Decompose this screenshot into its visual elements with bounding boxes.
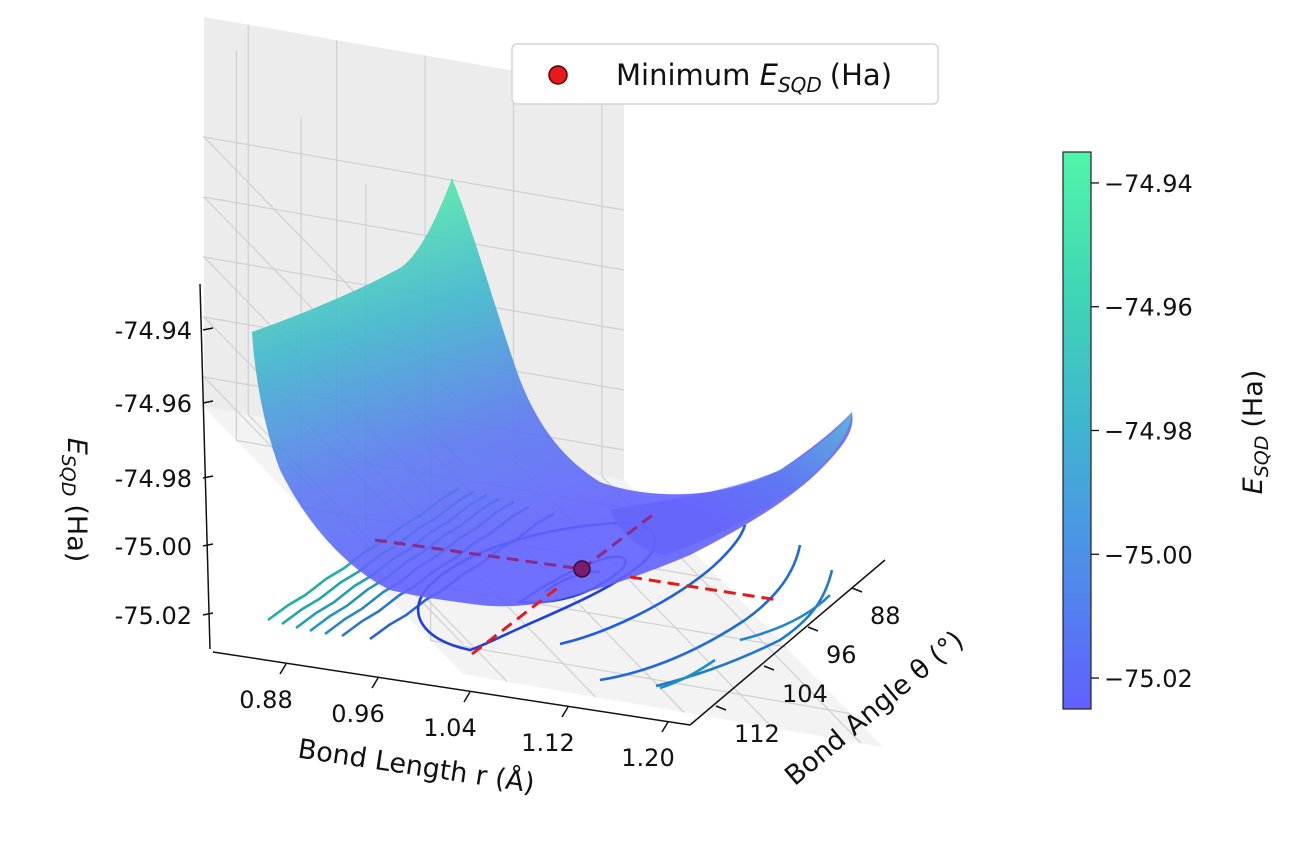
x-tick [279, 663, 287, 675]
legend-label-symbol: E [760, 58, 779, 92]
colorbar: −74.94 −74.96 −74.98 −75.00 −75.02 ESQD (Ha) [1062, 151, 1273, 710]
z-tick [202, 475, 214, 479]
colorbar-tick-label: −75.00 [1104, 541, 1193, 569]
x-tick-label: 1.20 [621, 744, 674, 772]
projection-line-theta [629, 575, 779, 602]
z-axis-line [199, 283, 211, 650]
y-tick [851, 587, 863, 593]
y-tick-label: 96 [826, 641, 857, 669]
legend-label-unit: (Ha) [830, 58, 892, 92]
z-tick [202, 400, 214, 404]
z-axis-label: ESQD (Ha) [57, 438, 92, 563]
legend-label: Minimum ESQD (Ha) [616, 58, 892, 97]
z-axis-label-unit: (Ha) [61, 504, 92, 562]
z-axis-label-subscript: SQD [57, 455, 79, 497]
z-tick-label: -74.94 [115, 317, 192, 345]
colorbar-tick-label: −74.96 [1104, 294, 1193, 322]
minimum-marker [573, 560, 591, 578]
projection-line-theta-back [581, 511, 656, 571]
energy-surface [252, 178, 853, 607]
colorbar-tick-label: −75.02 [1104, 665, 1193, 693]
x-tick-label: 1.04 [423, 714, 476, 742]
x-axis-label: Bond Length r (Å) [296, 733, 537, 800]
contour-line [659, 658, 716, 690]
colorbar-label-unit: (Ha) [1238, 370, 1269, 428]
z-tick [202, 543, 214, 547]
x-tick [661, 721, 669, 733]
y-tick [715, 705, 727, 711]
x-tick [561, 706, 569, 718]
legend-box [511, 43, 939, 105]
projection-line-r [374, 538, 583, 571]
axis-ticks: -74.94 -74.96 -74.98 -75.00 -75.02 0.88 0.96 1.… [115, 283, 901, 772]
z-tick-label: -74.98 [115, 465, 192, 493]
contour-line [739, 594, 831, 642]
x-tick-label: 0.96 [331, 700, 384, 728]
x-tick [463, 691, 471, 703]
x-tick-label: 0.88 [239, 686, 292, 714]
surface-right-lobe [610, 412, 852, 555]
colorbar-bar [1062, 151, 1092, 710]
z-tick [202, 612, 214, 616]
y-tick [763, 665, 775, 671]
contour-line [599, 544, 802, 682]
x-axis-line [212, 651, 691, 726]
colorbar-label: ESQD (Ha) [1238, 370, 1273, 495]
z-tick [202, 327, 214, 331]
colorbar-label-symbol: E [1238, 477, 1269, 494]
y-tick [807, 626, 819, 632]
z-axis-label-symbol: E [61, 438, 92, 455]
minimum-projection-lines [374, 511, 779, 656]
legend-label-subscript: SQD [778, 73, 822, 97]
x-tick [371, 677, 379, 689]
colorbar-tick-label: −74.94 [1104, 170, 1193, 198]
y-tick-label: 88 [870, 602, 901, 630]
y-tick-label: 104 [782, 680, 828, 708]
y-tick-label: 112 [734, 720, 780, 748]
colorbar-label-subscript: SQD [1251, 436, 1273, 478]
z-tick-label: -75.00 [115, 533, 192, 561]
z-tick-label: -75.02 [115, 602, 192, 630]
legend: Minimum ESQD (Ha) [511, 43, 939, 105]
z-tick-label: -74.96 [115, 390, 192, 418]
x-tick-label: 1.12 [521, 729, 574, 757]
colorbar-tick-label: −74.98 [1104, 418, 1193, 446]
legend-label-prefix: Minimum [616, 58, 760, 92]
legend-marker [548, 65, 568, 85]
contour-line [559, 524, 747, 646]
